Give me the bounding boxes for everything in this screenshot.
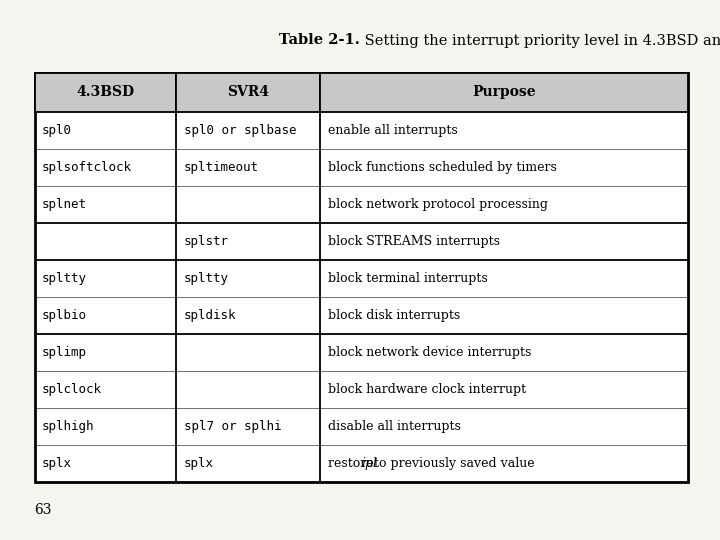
- Text: disable all interrupts: disable all interrupts: [328, 420, 461, 433]
- Text: spltty: spltty: [184, 272, 229, 285]
- Text: splbio: splbio: [42, 309, 87, 322]
- Text: to previously saved value: to previously saved value: [374, 457, 534, 470]
- Text: splx: splx: [184, 457, 214, 470]
- Text: spldisk: spldisk: [184, 309, 236, 322]
- Text: Purpose: Purpose: [472, 85, 536, 99]
- Text: splnet: splnet: [42, 198, 87, 211]
- Text: block network device interrupts: block network device interrupts: [328, 346, 531, 359]
- Bar: [35, 73, 688, 482]
- Text: spltimeout: spltimeout: [184, 161, 258, 174]
- Text: block hardware clock interrupt: block hardware clock interrupt: [328, 383, 526, 396]
- Text: block terminal interrupts: block terminal interrupts: [328, 272, 487, 285]
- Bar: [320, 73, 688, 112]
- Text: splclock: splclock: [42, 383, 102, 396]
- Text: block STREAMS interrupts: block STREAMS interrupts: [328, 235, 500, 248]
- Text: block disk interrupts: block disk interrupts: [328, 309, 460, 322]
- Text: SVR4: SVR4: [228, 85, 269, 99]
- Text: spl0 or splbase: spl0 or splbase: [184, 124, 296, 137]
- Text: splsoftclock: splsoftclock: [42, 161, 132, 174]
- Text: spl7 or splhi: spl7 or splhi: [184, 420, 281, 433]
- Text: 4.3BSD: 4.3BSD: [76, 85, 135, 99]
- Text: block functions scheduled by timers: block functions scheduled by timers: [328, 161, 557, 174]
- Bar: [35, 73, 176, 112]
- Text: enable all interrupts: enable all interrupts: [328, 124, 457, 137]
- Text: 63: 63: [35, 503, 52, 517]
- Text: Table 2-1.: Table 2-1.: [279, 33, 360, 48]
- Text: restore: restore: [328, 457, 377, 470]
- Text: splstr: splstr: [184, 235, 229, 248]
- Text: spltty: spltty: [42, 272, 87, 285]
- Text: Setting the interrupt priority level in 4.3BSD and SVR4: Setting the interrupt priority level in …: [360, 33, 720, 48]
- Text: splimp: splimp: [42, 346, 87, 359]
- Text: splx: splx: [42, 457, 72, 470]
- Text: block network protocol processing: block network protocol processing: [328, 198, 548, 211]
- Text: splhigh: splhigh: [42, 420, 94, 433]
- Text: ipl: ipl: [361, 457, 377, 470]
- Bar: [176, 73, 320, 112]
- Text: spl0: spl0: [42, 124, 72, 137]
